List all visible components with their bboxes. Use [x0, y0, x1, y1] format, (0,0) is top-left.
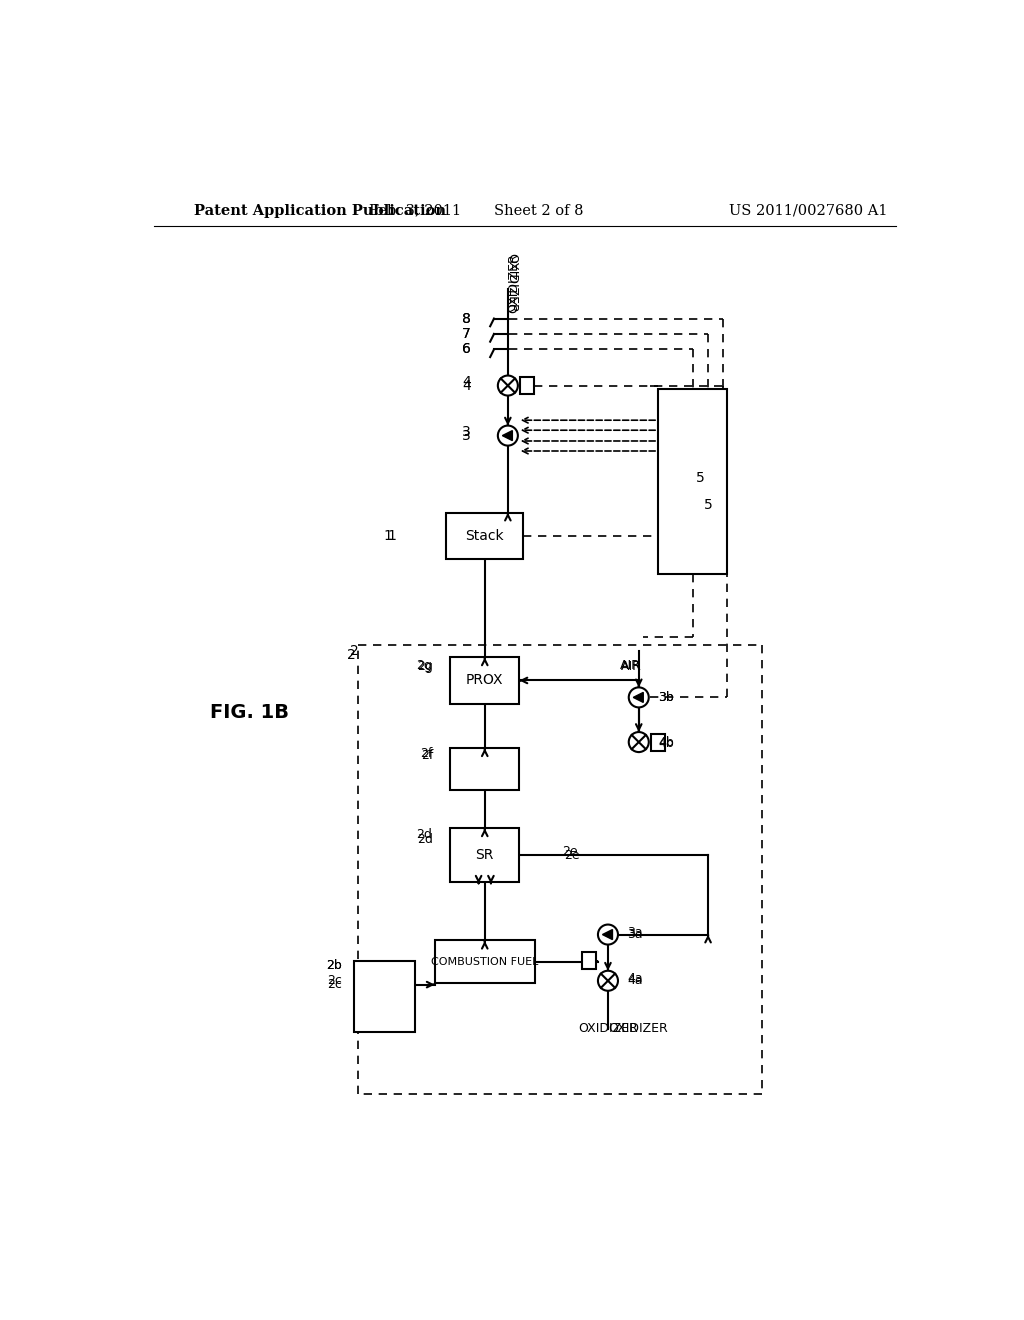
- Text: Sheet 2 of 8: Sheet 2 of 8: [494, 203, 584, 218]
- Text: OXIDIZER: OXIDIZER: [579, 1022, 638, 1035]
- Text: FIG. 1B: FIG. 1B: [210, 704, 290, 722]
- Text: 7: 7: [462, 327, 471, 341]
- Bar: [520, 378, 535, 395]
- Text: OXIDIZER: OXIDIZER: [608, 1022, 668, 1035]
- Bar: [354, 961, 416, 1032]
- Text: 2d: 2d: [417, 828, 432, 841]
- Text: Feb. 3, 2011: Feb. 3, 2011: [370, 203, 462, 218]
- Text: 5: 5: [705, 498, 713, 512]
- Polygon shape: [503, 430, 512, 441]
- Text: 2f: 2f: [421, 748, 433, 762]
- Text: 3b: 3b: [658, 690, 674, 704]
- Text: 4a: 4a: [628, 972, 643, 985]
- Text: 2c: 2c: [328, 978, 342, 991]
- Bar: [451, 829, 519, 882]
- Text: 3: 3: [462, 429, 471, 442]
- Text: 2d: 2d: [418, 833, 433, 846]
- Text: 2: 2: [350, 644, 358, 659]
- Text: 3: 3: [462, 425, 471, 438]
- Text: 1: 1: [387, 529, 396, 543]
- Text: 2g: 2g: [418, 660, 433, 673]
- Circle shape: [629, 688, 649, 708]
- Circle shape: [498, 425, 518, 446]
- Bar: [451, 657, 519, 704]
- Text: 3a: 3a: [628, 925, 643, 939]
- Bar: [582, 952, 596, 969]
- Bar: [451, 748, 519, 791]
- Text: 2: 2: [347, 648, 355, 663]
- Bar: [658, 389, 727, 574]
- Text: PROX: PROX: [466, 673, 504, 688]
- Text: 7: 7: [462, 327, 471, 341]
- Text: 2g: 2g: [417, 659, 432, 672]
- Text: 3b: 3b: [658, 690, 674, 704]
- Text: 6: 6: [462, 342, 471, 356]
- Text: AIR: AIR: [620, 659, 640, 672]
- Text: 6: 6: [462, 342, 471, 356]
- Circle shape: [598, 924, 617, 945]
- Text: COMBUSTION FUEL: COMBUSTION FUEL: [431, 957, 539, 966]
- Bar: [651, 734, 665, 751]
- Text: 4: 4: [462, 375, 471, 388]
- Text: 8: 8: [462, 312, 471, 326]
- Text: 3a: 3a: [628, 928, 643, 941]
- Text: US 2011/0027680 A1: US 2011/0027680 A1: [729, 203, 888, 218]
- Text: 2b: 2b: [327, 958, 342, 972]
- Circle shape: [498, 376, 518, 396]
- Text: Patent Application Publication: Patent Application Publication: [194, 203, 445, 218]
- Text: SR: SR: [475, 849, 494, 862]
- Text: 4a: 4a: [628, 974, 643, 987]
- Text: 8: 8: [462, 312, 471, 326]
- Text: 2e: 2e: [564, 849, 580, 862]
- Text: 2f: 2f: [420, 747, 432, 760]
- Text: 4b: 4b: [658, 737, 674, 750]
- Text: AIR: AIR: [621, 660, 642, 673]
- Text: 2e: 2e: [562, 845, 578, 858]
- Text: 2c: 2c: [328, 974, 342, 987]
- Bar: [435, 940, 535, 982]
- Circle shape: [629, 733, 649, 752]
- Text: Stack: Stack: [466, 529, 504, 543]
- Text: 1: 1: [383, 529, 392, 543]
- Text: 4: 4: [462, 379, 471, 392]
- Polygon shape: [633, 693, 643, 702]
- Text: OXIDIZER: OXIDIZER: [505, 253, 518, 313]
- Bar: [446, 512, 523, 558]
- Polygon shape: [602, 929, 612, 940]
- Circle shape: [598, 970, 617, 991]
- Text: 4b: 4b: [658, 735, 674, 748]
- Text: 5: 5: [696, 471, 705, 484]
- Text: 2b: 2b: [327, 958, 342, 972]
- Text: OXIDIZER: OXIDIZER: [507, 253, 520, 313]
